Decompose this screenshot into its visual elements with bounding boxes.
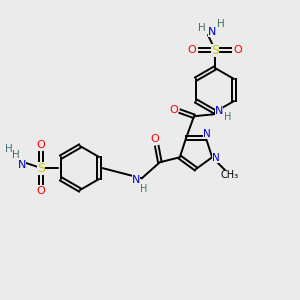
- Text: N: N: [208, 27, 216, 37]
- Text: O: O: [37, 186, 45, 196]
- Text: S: S: [37, 161, 45, 175]
- Text: S: S: [211, 44, 219, 56]
- Text: O: O: [188, 45, 196, 55]
- Text: O: O: [151, 134, 159, 144]
- Text: O: O: [37, 140, 45, 150]
- Text: N: N: [132, 175, 140, 185]
- Text: N: N: [212, 153, 220, 163]
- Text: CH₃: CH₃: [220, 170, 238, 180]
- Text: H: H: [217, 19, 225, 29]
- Text: H: H: [12, 150, 20, 160]
- Text: H: H: [140, 184, 148, 194]
- Text: O: O: [169, 105, 178, 115]
- Text: H: H: [224, 112, 232, 122]
- Text: N: N: [203, 129, 211, 139]
- Text: H: H: [5, 144, 13, 154]
- Text: O: O: [234, 45, 242, 55]
- Text: H: H: [198, 23, 206, 33]
- Text: N: N: [18, 160, 26, 170]
- Text: N: N: [215, 106, 223, 116]
